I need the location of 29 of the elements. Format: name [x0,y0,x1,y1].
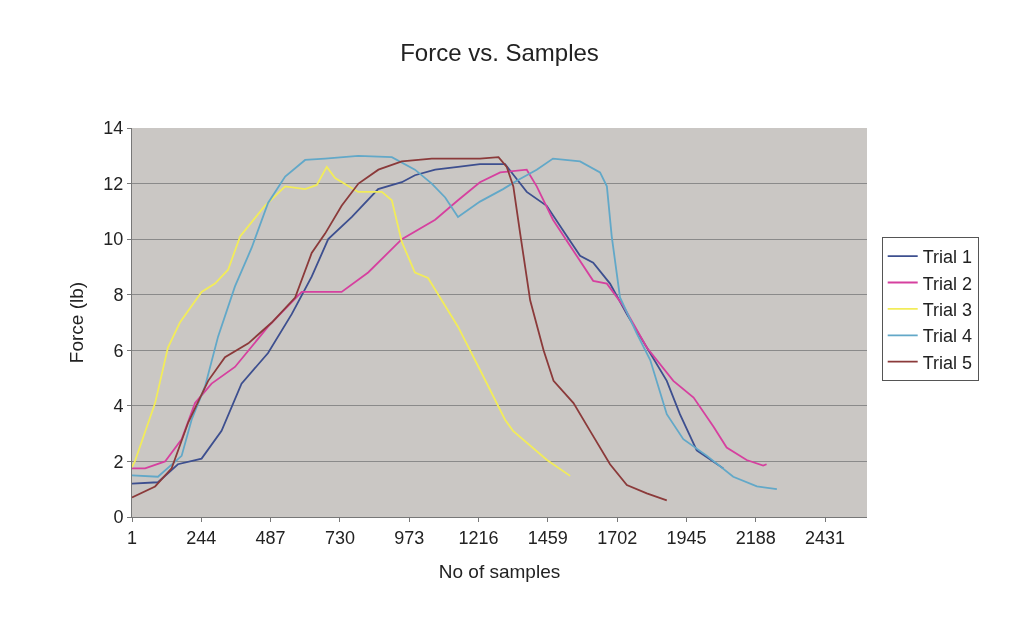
chart-title: Force vs. Samples [400,39,599,67]
y-tick-label: 14 [103,118,124,139]
x-tick-label: 1216 [458,527,499,548]
x-tick-label: 487 [255,527,286,548]
x-tick-label: 730 [324,527,355,548]
legend-label: Trial 3 [922,299,973,320]
y-axis-title: Force (lb) [66,281,88,364]
y-tick-label: 10 [103,229,124,250]
x-tick-label: 1945 [666,527,707,548]
y-tick-label: 4 [113,396,124,417]
x-tick-label: 2188 [735,527,776,548]
y-tick-label: 12 [103,173,124,194]
line-series [132,156,668,502]
y-tick-label: 0 [113,507,124,528]
legend-label: Trial 1 [922,247,973,268]
x-tick-label: 973 [394,527,425,548]
legend-label: Trial 4 [922,326,973,347]
y-tick-label: 8 [113,285,124,306]
x-tick-label: 1 [126,527,138,548]
x-axis-title: No of samples [438,561,561,583]
x-tick-label: 1459 [527,527,568,548]
x-tick-label: 244 [186,527,217,548]
y-tick-label: 2 [113,451,124,472]
x-tick-label: 2431 [805,527,846,548]
x-tick-label: 1702 [597,527,638,548]
legend-label: Trial 5 [922,352,973,373]
y-tick-label: 6 [113,340,124,361]
line-series [132,166,571,477]
legend-label: Trial 2 [922,273,973,294]
